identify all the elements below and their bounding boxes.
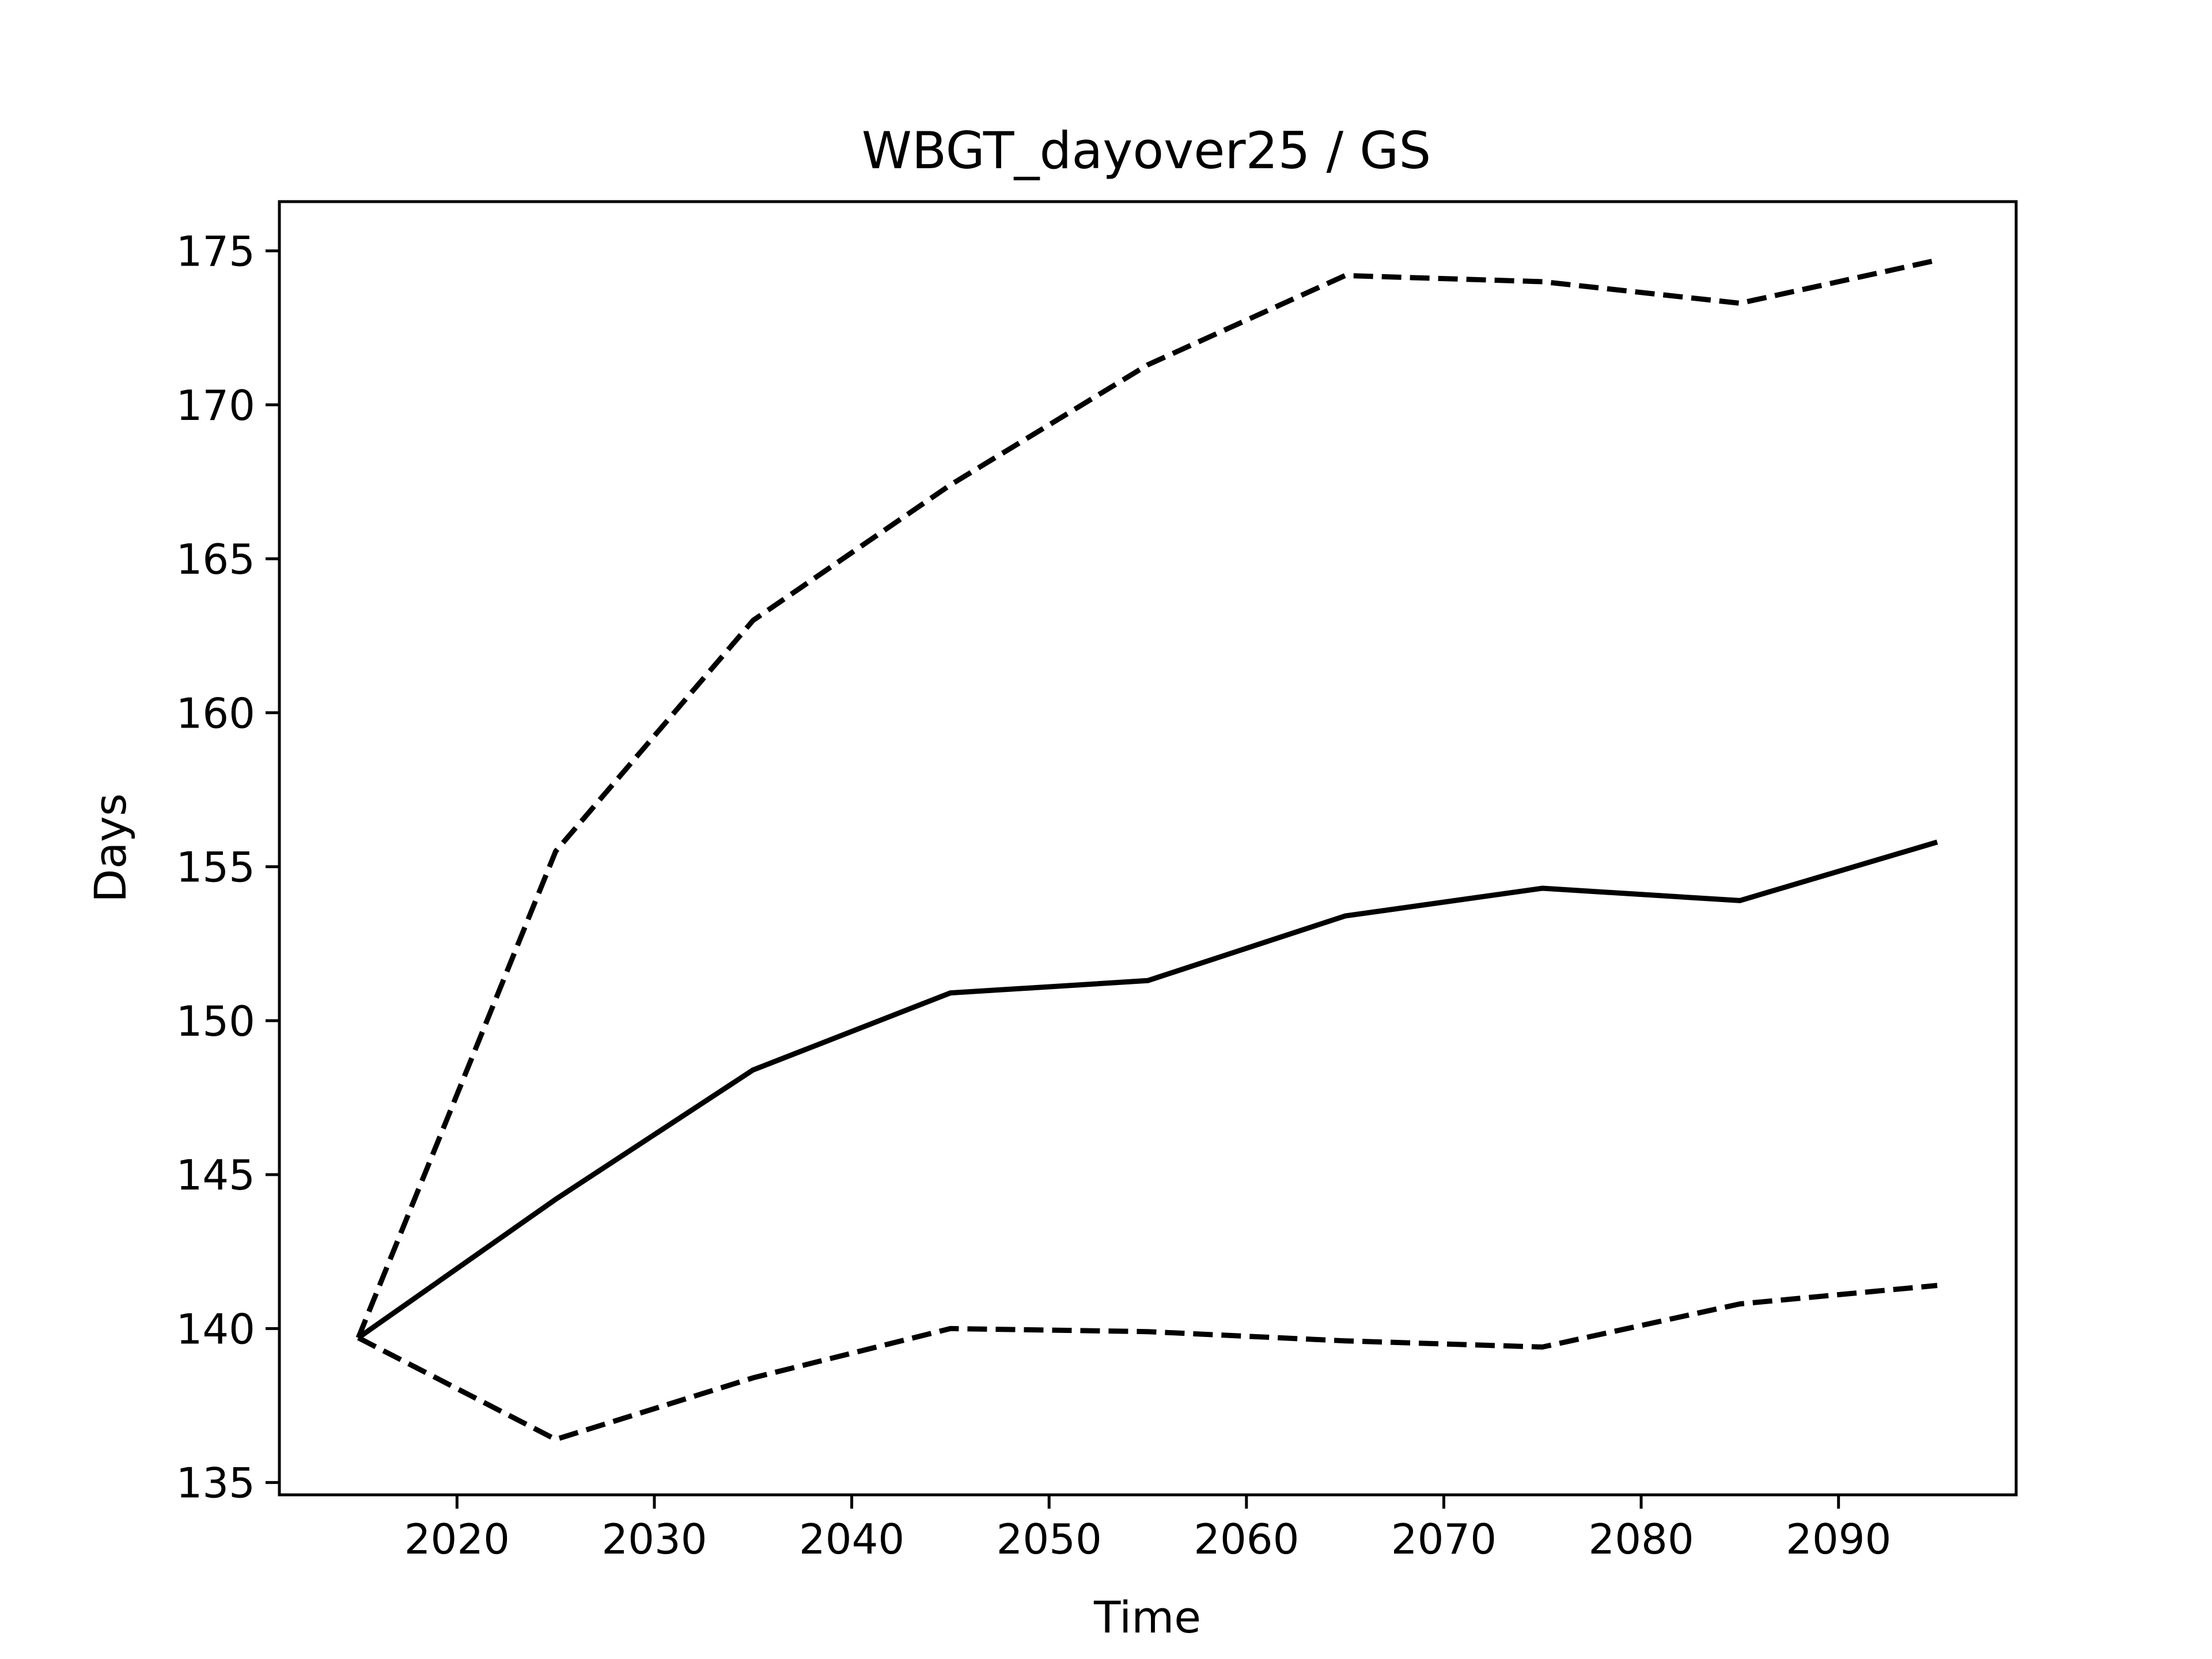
dashed-series-line-1	[355, 257, 1938, 1339]
y-tick-label: 160	[176, 689, 255, 737]
x-tick-label: 2020	[404, 1515, 510, 1563]
x-tick-label: 2040	[799, 1515, 904, 1563]
y-tick-label: 165	[176, 535, 255, 584]
chart-title: WBGT_dayover25 / GS	[862, 121, 1431, 180]
x-tick-label: 2080	[1588, 1515, 1694, 1563]
series-layer	[355, 257, 1938, 1442]
y-tick-label: 145	[176, 1151, 255, 1199]
x-axis: 2020 2030 2040 2050 2060 2070 2080 2090	[404, 1495, 1891, 1563]
y-tick-label: 150	[176, 997, 255, 1046]
y-tick-label: 175	[176, 228, 255, 276]
y-axis-label: Days	[85, 793, 136, 903]
y-axis: 135 140 145 150 155 160 165 170 175	[176, 228, 279, 1508]
y-tick-label: 140	[176, 1305, 255, 1353]
x-tick-label: 2070	[1391, 1515, 1497, 1563]
dashed-series-line-3	[357, 1283, 1938, 1442]
y-tick-label: 155	[176, 843, 255, 892]
y-tick-label: 135	[176, 1459, 255, 1508]
x-axis-label: Time	[1093, 1592, 1201, 1643]
x-tick-label: 2090	[1786, 1515, 1891, 1563]
x-tick-label: 2060	[1194, 1515, 1299, 1563]
plot-frame	[278, 200, 2018, 1497]
x-tick-label: 2030	[601, 1515, 707, 1563]
y-tick-label: 170	[176, 381, 255, 430]
solid-series-line-2	[357, 839, 1938, 1340]
x-tick-label: 2050	[997, 1515, 1102, 1563]
